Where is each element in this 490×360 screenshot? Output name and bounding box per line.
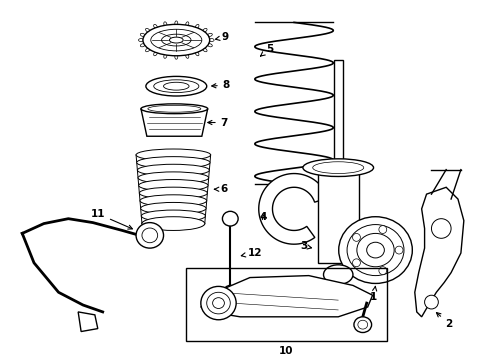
Text: 12: 12 [241, 248, 262, 258]
Ellipse shape [140, 33, 145, 36]
Ellipse shape [195, 51, 199, 56]
Polygon shape [259, 174, 328, 244]
Text: 9: 9 [216, 32, 229, 42]
Bar [334, 60, 343, 168]
Polygon shape [201, 276, 372, 317]
Ellipse shape [136, 149, 211, 161]
Text: 11: 11 [91, 209, 132, 229]
Circle shape [425, 295, 439, 309]
Ellipse shape [137, 164, 209, 176]
Ellipse shape [164, 54, 167, 58]
Ellipse shape [175, 54, 178, 59]
Ellipse shape [303, 159, 373, 176]
Text: 1: 1 [370, 286, 377, 302]
Text: 4: 4 [260, 212, 268, 222]
Circle shape [379, 226, 387, 234]
Ellipse shape [154, 51, 157, 56]
Ellipse shape [142, 218, 205, 229]
Ellipse shape [139, 180, 208, 191]
Ellipse shape [209, 39, 214, 41]
Ellipse shape [141, 210, 205, 222]
Ellipse shape [140, 44, 145, 47]
Ellipse shape [203, 28, 207, 32]
Text: 3: 3 [300, 241, 312, 251]
Ellipse shape [138, 172, 209, 184]
Text: 6: 6 [215, 184, 228, 194]
Ellipse shape [339, 217, 412, 283]
Ellipse shape [139, 39, 144, 41]
Ellipse shape [186, 54, 189, 58]
Ellipse shape [203, 48, 207, 52]
Ellipse shape [141, 202, 206, 214]
Ellipse shape [146, 48, 150, 52]
Ellipse shape [142, 217, 205, 230]
Circle shape [352, 259, 360, 267]
Ellipse shape [143, 24, 210, 56]
Ellipse shape [195, 24, 199, 29]
Ellipse shape [146, 76, 207, 96]
Text: 8: 8 [212, 80, 230, 90]
Ellipse shape [146, 28, 150, 32]
Ellipse shape [136, 222, 164, 248]
Ellipse shape [323, 265, 353, 284]
Ellipse shape [140, 195, 207, 207]
Circle shape [379, 267, 387, 275]
Text: 2: 2 [437, 312, 453, 329]
Ellipse shape [154, 24, 157, 29]
Ellipse shape [201, 287, 236, 320]
Bar [318, 168, 359, 263]
Circle shape [432, 219, 451, 238]
Ellipse shape [141, 104, 208, 114]
Ellipse shape [222, 211, 238, 226]
Text: 7: 7 [208, 117, 228, 127]
Ellipse shape [137, 157, 210, 168]
Text: 5: 5 [261, 44, 273, 56]
Text: 10: 10 [279, 346, 294, 356]
Ellipse shape [208, 44, 212, 47]
Ellipse shape [223, 285, 237, 299]
Ellipse shape [354, 317, 371, 333]
Ellipse shape [164, 22, 167, 27]
Ellipse shape [208, 33, 212, 36]
Circle shape [352, 234, 360, 241]
Ellipse shape [175, 21, 178, 26]
Bar [186, 268, 387, 341]
Circle shape [395, 246, 403, 254]
Ellipse shape [186, 22, 189, 27]
Ellipse shape [139, 187, 207, 199]
